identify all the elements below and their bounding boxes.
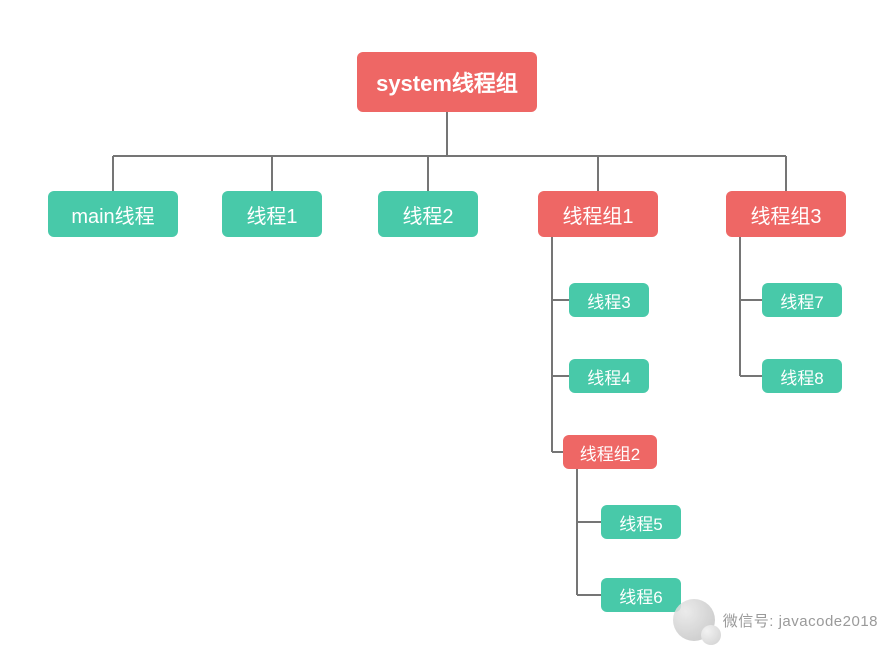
node-g2: 线程组2 — [563, 435, 657, 469]
wechat-icon — [673, 599, 715, 641]
node-t3: 线程3 — [569, 283, 649, 317]
node-g3: 线程组3 — [726, 191, 846, 237]
node-root: system线程组 — [357, 52, 537, 112]
node-g1: 线程组1 — [538, 191, 658, 237]
node-main: main线程 — [48, 191, 178, 237]
node-t7: 线程7 — [762, 283, 842, 317]
node-t4: 线程4 — [569, 359, 649, 393]
watermark-text: 微信号: javacode2018 — [723, 610, 878, 631]
node-t2: 线程2 — [378, 191, 478, 237]
node-t5: 线程5 — [601, 505, 681, 539]
watermark: 微信号: javacode2018 — [673, 599, 878, 641]
node-t8: 线程8 — [762, 359, 842, 393]
node-t1: 线程1 — [222, 191, 322, 237]
node-t6: 线程6 — [601, 578, 681, 612]
